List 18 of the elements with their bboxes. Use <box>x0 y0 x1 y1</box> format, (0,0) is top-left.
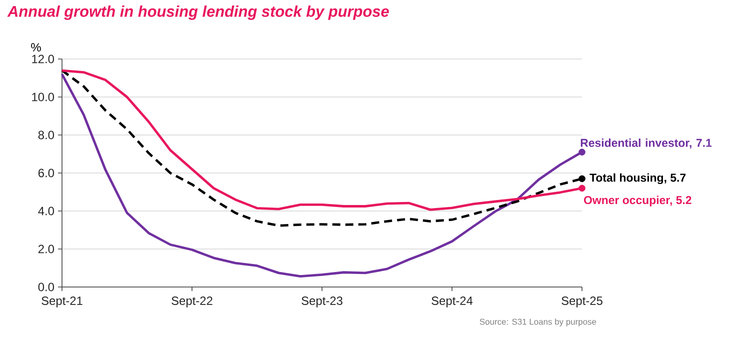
annotation: Residential investor, 7.1 <box>580 138 712 149</box>
y-axis-title: % <box>31 43 41 52</box>
y-tick-label: 2.0 <box>38 244 54 254</box>
y-tick-label: 8.0 <box>38 130 54 140</box>
x-tick-label: Sept-23 <box>302 296 342 308</box>
y-tick-label: 12.0 <box>32 54 54 64</box>
y-tick-label: 10.0 <box>32 92 54 102</box>
annotation: Total housing, 5.7 <box>590 173 686 184</box>
x-tick-label: Sept-21 <box>42 296 82 308</box>
y-tick-label: 0.0 <box>38 282 54 292</box>
chart-title: Annual growth in housing lending stock by purpose <box>7 6 389 20</box>
y-tick-label: 6.0 <box>38 168 54 178</box>
source-note: Source: S31 Loans by purpose <box>480 318 596 326</box>
annotation: Owner occupier, 5.2 <box>584 196 692 206</box>
x-tick-label: Sept-25 <box>562 296 602 308</box>
x-tick-label: Sept-22 <box>172 296 212 308</box>
y-tick-label: 4.0 <box>38 206 54 216</box>
x-tick-label: Sept-24 <box>432 296 473 308</box>
